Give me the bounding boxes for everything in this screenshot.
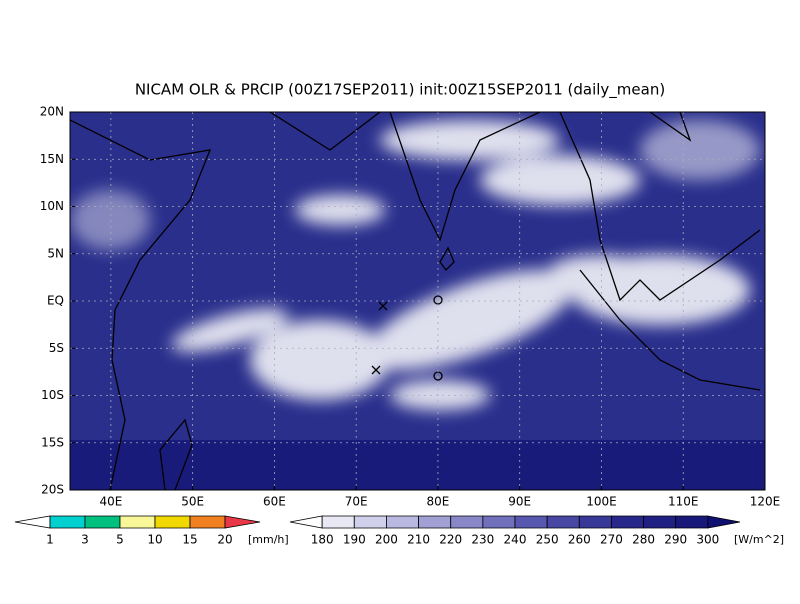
- colorbar-label: 260: [568, 533, 591, 547]
- lon-label: 70E: [345, 495, 368, 509]
- colorbar-label: 240: [504, 533, 527, 547]
- colorbar-label: 220: [439, 533, 462, 547]
- colorbar-swatch: [611, 515, 644, 529]
- colorbar-label: 10: [147, 533, 162, 547]
- lon-label: 120E: [750, 495, 781, 509]
- colorbar-label: 1: [46, 533, 54, 547]
- colorbar-swatch: [418, 515, 452, 529]
- colorbar-label: 190: [343, 533, 366, 547]
- colorbar-unit: [mm/h]: [248, 533, 289, 546]
- colorbar-label: 290: [664, 533, 687, 547]
- colorbar-swatch: [546, 515, 580, 529]
- colorbar-swatch: [49, 515, 86, 529]
- lon-label: 60E: [263, 495, 286, 509]
- colorbar-label: 280: [632, 533, 655, 547]
- lon-label: 40E: [99, 495, 122, 509]
- colorbar-label: 250: [536, 533, 559, 547]
- lat-label: 5N: [47, 246, 64, 260]
- colorbar-swatch: [386, 515, 419, 529]
- colorbar-label: 180: [311, 533, 334, 547]
- colorbar-label: 230: [471, 533, 494, 547]
- colorbar-swatch: [119, 515, 156, 529]
- colorbar-swatch: [321, 515, 355, 529]
- colorbar-swatch: [482, 515, 516, 529]
- lon-label: 100E: [586, 495, 617, 509]
- colorbar-swatch: [514, 515, 548, 529]
- lat-label: 5S: [49, 341, 64, 355]
- colorbar-label: 3: [81, 533, 89, 547]
- map-title: NICAM OLR & PRCIP (00Z17SEP2011) init:00…: [135, 81, 665, 100]
- colorbar-label: 15: [182, 533, 197, 547]
- colorbar-label: 20: [217, 533, 232, 547]
- colorbar-label: 300: [696, 533, 719, 547]
- colorbar-swatch: [675, 515, 709, 529]
- lat-label: 15N: [40, 152, 64, 166]
- colorbar-swatch: [578, 515, 612, 529]
- colorbar-swatch: [14, 515, 51, 529]
- lon-label: 90E: [508, 495, 531, 509]
- lat-label: 15S: [41, 435, 64, 449]
- lat-label: 20S: [41, 483, 64, 497]
- colorbar-swatch: [353, 515, 387, 529]
- colorbar-label: 210: [407, 533, 430, 547]
- colorbar-swatch: [289, 515, 323, 529]
- lat-label: 10S: [41, 388, 64, 402]
- colorbar-swatch: [189, 515, 226, 529]
- colorbar-swatch: [450, 515, 484, 529]
- lon-label: 110E: [668, 495, 699, 509]
- colorbar-label: 270: [600, 533, 623, 547]
- colorbar-label: 200: [375, 533, 398, 547]
- map-field: [70, 112, 765, 490]
- colorbar-swatch: [84, 515, 121, 529]
- colorbar-swatch: [643, 515, 677, 529]
- colorbar-swatch: [224, 515, 261, 529]
- lon-label: 50E: [181, 495, 204, 509]
- map-frame: [69, 111, 766, 491]
- colorbar-label: 5: [116, 533, 124, 547]
- lat-label: 10N: [40, 199, 64, 213]
- lat-label: 20N: [40, 105, 64, 119]
- lat-label: EQ: [47, 294, 64, 308]
- colorbar-swatch: [154, 515, 191, 529]
- lon-label: 80E: [427, 495, 450, 509]
- colorbar-swatch: [707, 515, 741, 529]
- colorbar-unit: [W/m^2]: [734, 533, 784, 546]
